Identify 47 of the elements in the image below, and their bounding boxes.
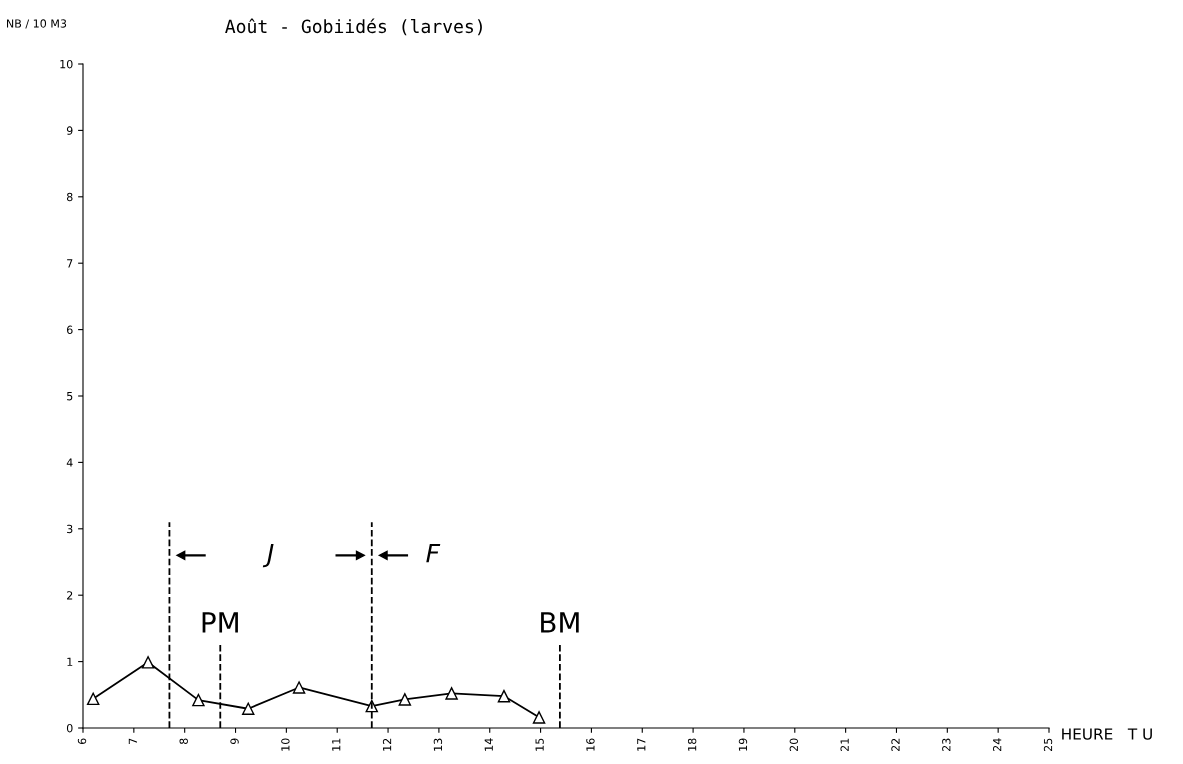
- x-tick-label: 15: [535, 738, 544, 751]
- x-tick-label: 18: [687, 738, 697, 751]
- ref-line-label: BM: [541, 612, 579, 633]
- ref-line-label: PM: [202, 612, 238, 633]
- point: [292, 681, 306, 694]
- x-tick-label: 12: [382, 738, 392, 751]
- y-tick-label: 10: [60, 59, 73, 69]
- y-tick-label: 1: [67, 657, 73, 666]
- point: [141, 656, 155, 669]
- x-axis-title: HEURE T U: [1062, 728, 1152, 740]
- y-tick-label: 3: [67, 524, 73, 534]
- y-tick-label: 0: [66, 723, 73, 733]
- x-tick-label: 7: [128, 738, 137, 744]
- x-tick-label: 10: [281, 738, 290, 751]
- y-tick-label: 2: [67, 591, 73, 600]
- x-tick-label: 14: [484, 738, 493, 751]
- y-tick-label: 6: [66, 325, 73, 334]
- x-tick-label: 13: [433, 738, 443, 751]
- point: [532, 711, 546, 724]
- point: [398, 693, 412, 706]
- y-tick-label: 9: [66, 126, 73, 135]
- y-tick-label: 7: [67, 259, 73, 268]
- x-tick-label: 11: [332, 738, 341, 751]
- x-tick-label: 21: [840, 738, 849, 752]
- point: [497, 689, 511, 703]
- x-tick-label: 22: [891, 738, 900, 752]
- x-tick-label: 8: [179, 738, 188, 745]
- y-axis-title: NB / 10 M3: [7, 19, 67, 29]
- x-tick-label: 25: [1043, 738, 1053, 752]
- y-tick-label: 8: [66, 192, 73, 202]
- x-tick-label: 19: [738, 738, 748, 751]
- annotation: F: [426, 544, 441, 563]
- x-tick-label: 17: [637, 738, 646, 751]
- point: [241, 702, 255, 715]
- x-tick-label: 16: [586, 738, 595, 751]
- x-tick-label: 9: [230, 738, 239, 745]
- point: [192, 693, 205, 707]
- x-tick-label: 6: [77, 738, 87, 745]
- annotation: J: [262, 544, 274, 568]
- point: [86, 692, 100, 706]
- point: [445, 687, 458, 700]
- chart-title: Août - Gobiidés (larves): [225, 18, 482, 36]
- x-tick-label: 24: [992, 738, 1002, 752]
- y-tick-label: 5: [67, 392, 73, 401]
- x-tick-label: 20: [789, 738, 799, 752]
- x-tick-label: 23: [942, 738, 951, 752]
- y-tick-label: 4: [66, 458, 73, 467]
